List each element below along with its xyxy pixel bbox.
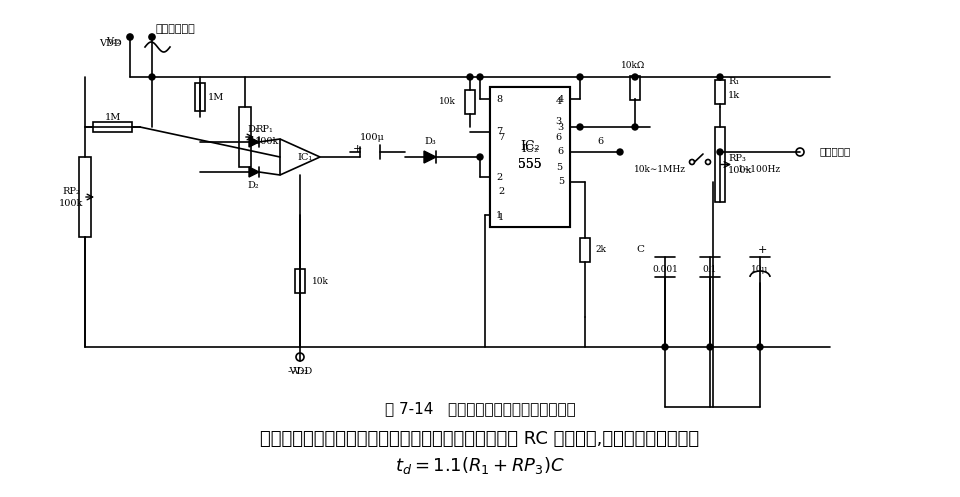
Circle shape <box>149 34 155 40</box>
Polygon shape <box>249 137 259 147</box>
Text: 8: 8 <box>496 94 502 103</box>
Text: 10μ: 10μ <box>752 265 769 274</box>
Circle shape <box>757 344 763 350</box>
Text: 至水平放大: 至水平放大 <box>820 148 852 157</box>
Text: 4: 4 <box>558 94 564 103</box>
Bar <box>580 238 590 261</box>
Text: 10k: 10k <box>439 97 456 106</box>
Text: 100k: 100k <box>728 166 753 175</box>
Circle shape <box>706 160 710 165</box>
Circle shape <box>477 154 483 160</box>
Text: 2: 2 <box>496 172 502 181</box>
Text: 555: 555 <box>518 159 541 171</box>
Text: RP₂: RP₂ <box>62 186 80 195</box>
Text: 4: 4 <box>556 97 562 106</box>
Text: V₂₂: V₂₂ <box>106 37 120 47</box>
Text: 2: 2 <box>498 187 504 196</box>
Bar <box>490 87 570 227</box>
Text: 5: 5 <box>556 163 562 171</box>
Circle shape <box>662 344 668 350</box>
Text: 100k: 100k <box>255 137 279 146</box>
Polygon shape <box>424 151 436 163</box>
Circle shape <box>127 34 133 40</box>
Text: R₁: R₁ <box>728 78 739 86</box>
Circle shape <box>717 149 723 155</box>
Text: IC₂: IC₂ <box>521 144 539 154</box>
Bar <box>195 83 205 111</box>
Text: 0.1: 0.1 <box>703 265 717 274</box>
Text: RP₃: RP₃ <box>728 154 746 163</box>
Text: VDD: VDD <box>99 38 121 48</box>
Text: 来自垂直放大: 来自垂直放大 <box>156 24 195 34</box>
Bar <box>79 157 91 237</box>
Text: 3: 3 <box>556 117 562 127</box>
Text: -VDD: -VDD <box>287 366 313 376</box>
Text: $t_d=1.1(R_1+RP_3)C$: $t_d=1.1(R_1+RP_3)C$ <box>396 454 564 476</box>
Text: 加至水平放大器作为水平扫描线展开。扫描速率取决于 RC 时间常数,扫描时间即暂稳宽度: 加至水平放大器作为水平扫描线展开。扫描速率取决于 RC 时间常数,扫描时间即暂稳… <box>260 430 700 448</box>
Circle shape <box>477 74 483 80</box>
Bar <box>630 76 640 100</box>
Text: 3: 3 <box>558 122 564 132</box>
Text: 1: 1 <box>496 211 502 220</box>
Text: 1∼100Hz: 1∼100Hz <box>738 166 781 174</box>
Polygon shape <box>249 167 259 177</box>
Text: C: C <box>636 245 644 253</box>
Text: 图 7-14   示波器添加触发扫描功能的电路: 图 7-14 示波器添加触发扫描功能的电路 <box>385 402 575 416</box>
Text: 10kΩ: 10kΩ <box>621 62 645 71</box>
Text: 7: 7 <box>496 128 502 137</box>
Text: IC₁: IC₁ <box>298 153 313 162</box>
Circle shape <box>717 74 723 80</box>
Text: +: + <box>352 144 362 154</box>
Circle shape <box>577 124 583 130</box>
Text: 2k: 2k <box>595 245 606 254</box>
Bar <box>295 269 305 293</box>
Bar <box>60 127 900 467</box>
Text: 1M: 1M <box>208 92 225 101</box>
Bar <box>93 122 132 132</box>
Text: D₃: D₃ <box>424 137 436 146</box>
Circle shape <box>149 74 155 80</box>
Text: 555: 555 <box>518 159 541 171</box>
Text: 6: 6 <box>556 133 562 142</box>
Circle shape <box>707 344 713 350</box>
Circle shape <box>467 74 473 80</box>
Text: 1k: 1k <box>728 91 740 100</box>
Text: 7: 7 <box>498 133 504 142</box>
Bar <box>465 90 475 114</box>
Bar <box>239 107 251 167</box>
Text: 100k: 100k <box>59 198 84 208</box>
Circle shape <box>689 160 694 165</box>
Text: IC₂: IC₂ <box>520 141 540 154</box>
Text: RP₁: RP₁ <box>255 125 273 134</box>
Circle shape <box>617 149 623 155</box>
Circle shape <box>296 353 304 361</box>
Text: 0.001: 0.001 <box>652 265 678 274</box>
Text: 1: 1 <box>498 213 504 222</box>
Text: 10k: 10k <box>312 276 329 285</box>
Text: -V₂₂: -V₂₂ <box>292 366 308 376</box>
Text: 5: 5 <box>558 177 564 186</box>
Text: 1M: 1M <box>105 112 121 121</box>
Text: 6: 6 <box>597 138 603 147</box>
Text: +: + <box>757 245 767 255</box>
Text: D₁: D₁ <box>247 125 259 134</box>
Bar <box>715 127 725 202</box>
Circle shape <box>577 74 583 80</box>
Text: 6: 6 <box>558 148 564 157</box>
Circle shape <box>796 148 804 156</box>
Circle shape <box>632 124 638 130</box>
Text: D₂: D₂ <box>247 180 259 189</box>
Text: 10k∼1MHz: 10k∼1MHz <box>634 166 686 174</box>
Text: 100μ: 100μ <box>360 134 384 143</box>
Bar <box>490 87 570 227</box>
Circle shape <box>632 74 638 80</box>
Bar <box>715 80 725 104</box>
